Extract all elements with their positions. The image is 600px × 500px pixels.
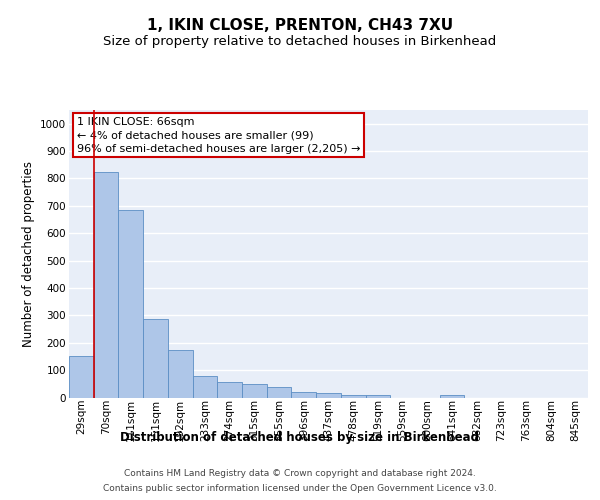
- Bar: [242, 384, 267, 398]
- Bar: [316, 394, 341, 398]
- Y-axis label: Number of detached properties: Number of detached properties: [22, 161, 35, 347]
- Text: Contains public sector information licensed under the Open Government Licence v3: Contains public sector information licen…: [103, 484, 497, 493]
- Bar: [341, 395, 365, 398]
- Bar: [118, 210, 143, 398]
- Text: Distribution of detached houses by size in Birkenhead: Distribution of detached houses by size …: [121, 431, 479, 444]
- Text: Size of property relative to detached houses in Birkenhead: Size of property relative to detached ho…: [103, 35, 497, 48]
- Bar: [94, 172, 118, 398]
- Bar: [440, 395, 464, 398]
- Text: 1 IKIN CLOSE: 66sqm
← 4% of detached houses are smaller (99)
96% of semi-detache: 1 IKIN CLOSE: 66sqm ← 4% of detached hou…: [77, 117, 360, 154]
- Text: 1, IKIN CLOSE, PRENTON, CH43 7XU: 1, IKIN CLOSE, PRENTON, CH43 7XU: [147, 18, 453, 32]
- Bar: [217, 382, 242, 398]
- Bar: [168, 350, 193, 398]
- Bar: [69, 356, 94, 398]
- Bar: [193, 376, 217, 398]
- Bar: [365, 395, 390, 398]
- Text: Contains HM Land Registry data © Crown copyright and database right 2024.: Contains HM Land Registry data © Crown c…: [124, 469, 476, 478]
- Bar: [292, 392, 316, 398]
- Bar: [143, 320, 168, 398]
- Bar: [267, 386, 292, 398]
